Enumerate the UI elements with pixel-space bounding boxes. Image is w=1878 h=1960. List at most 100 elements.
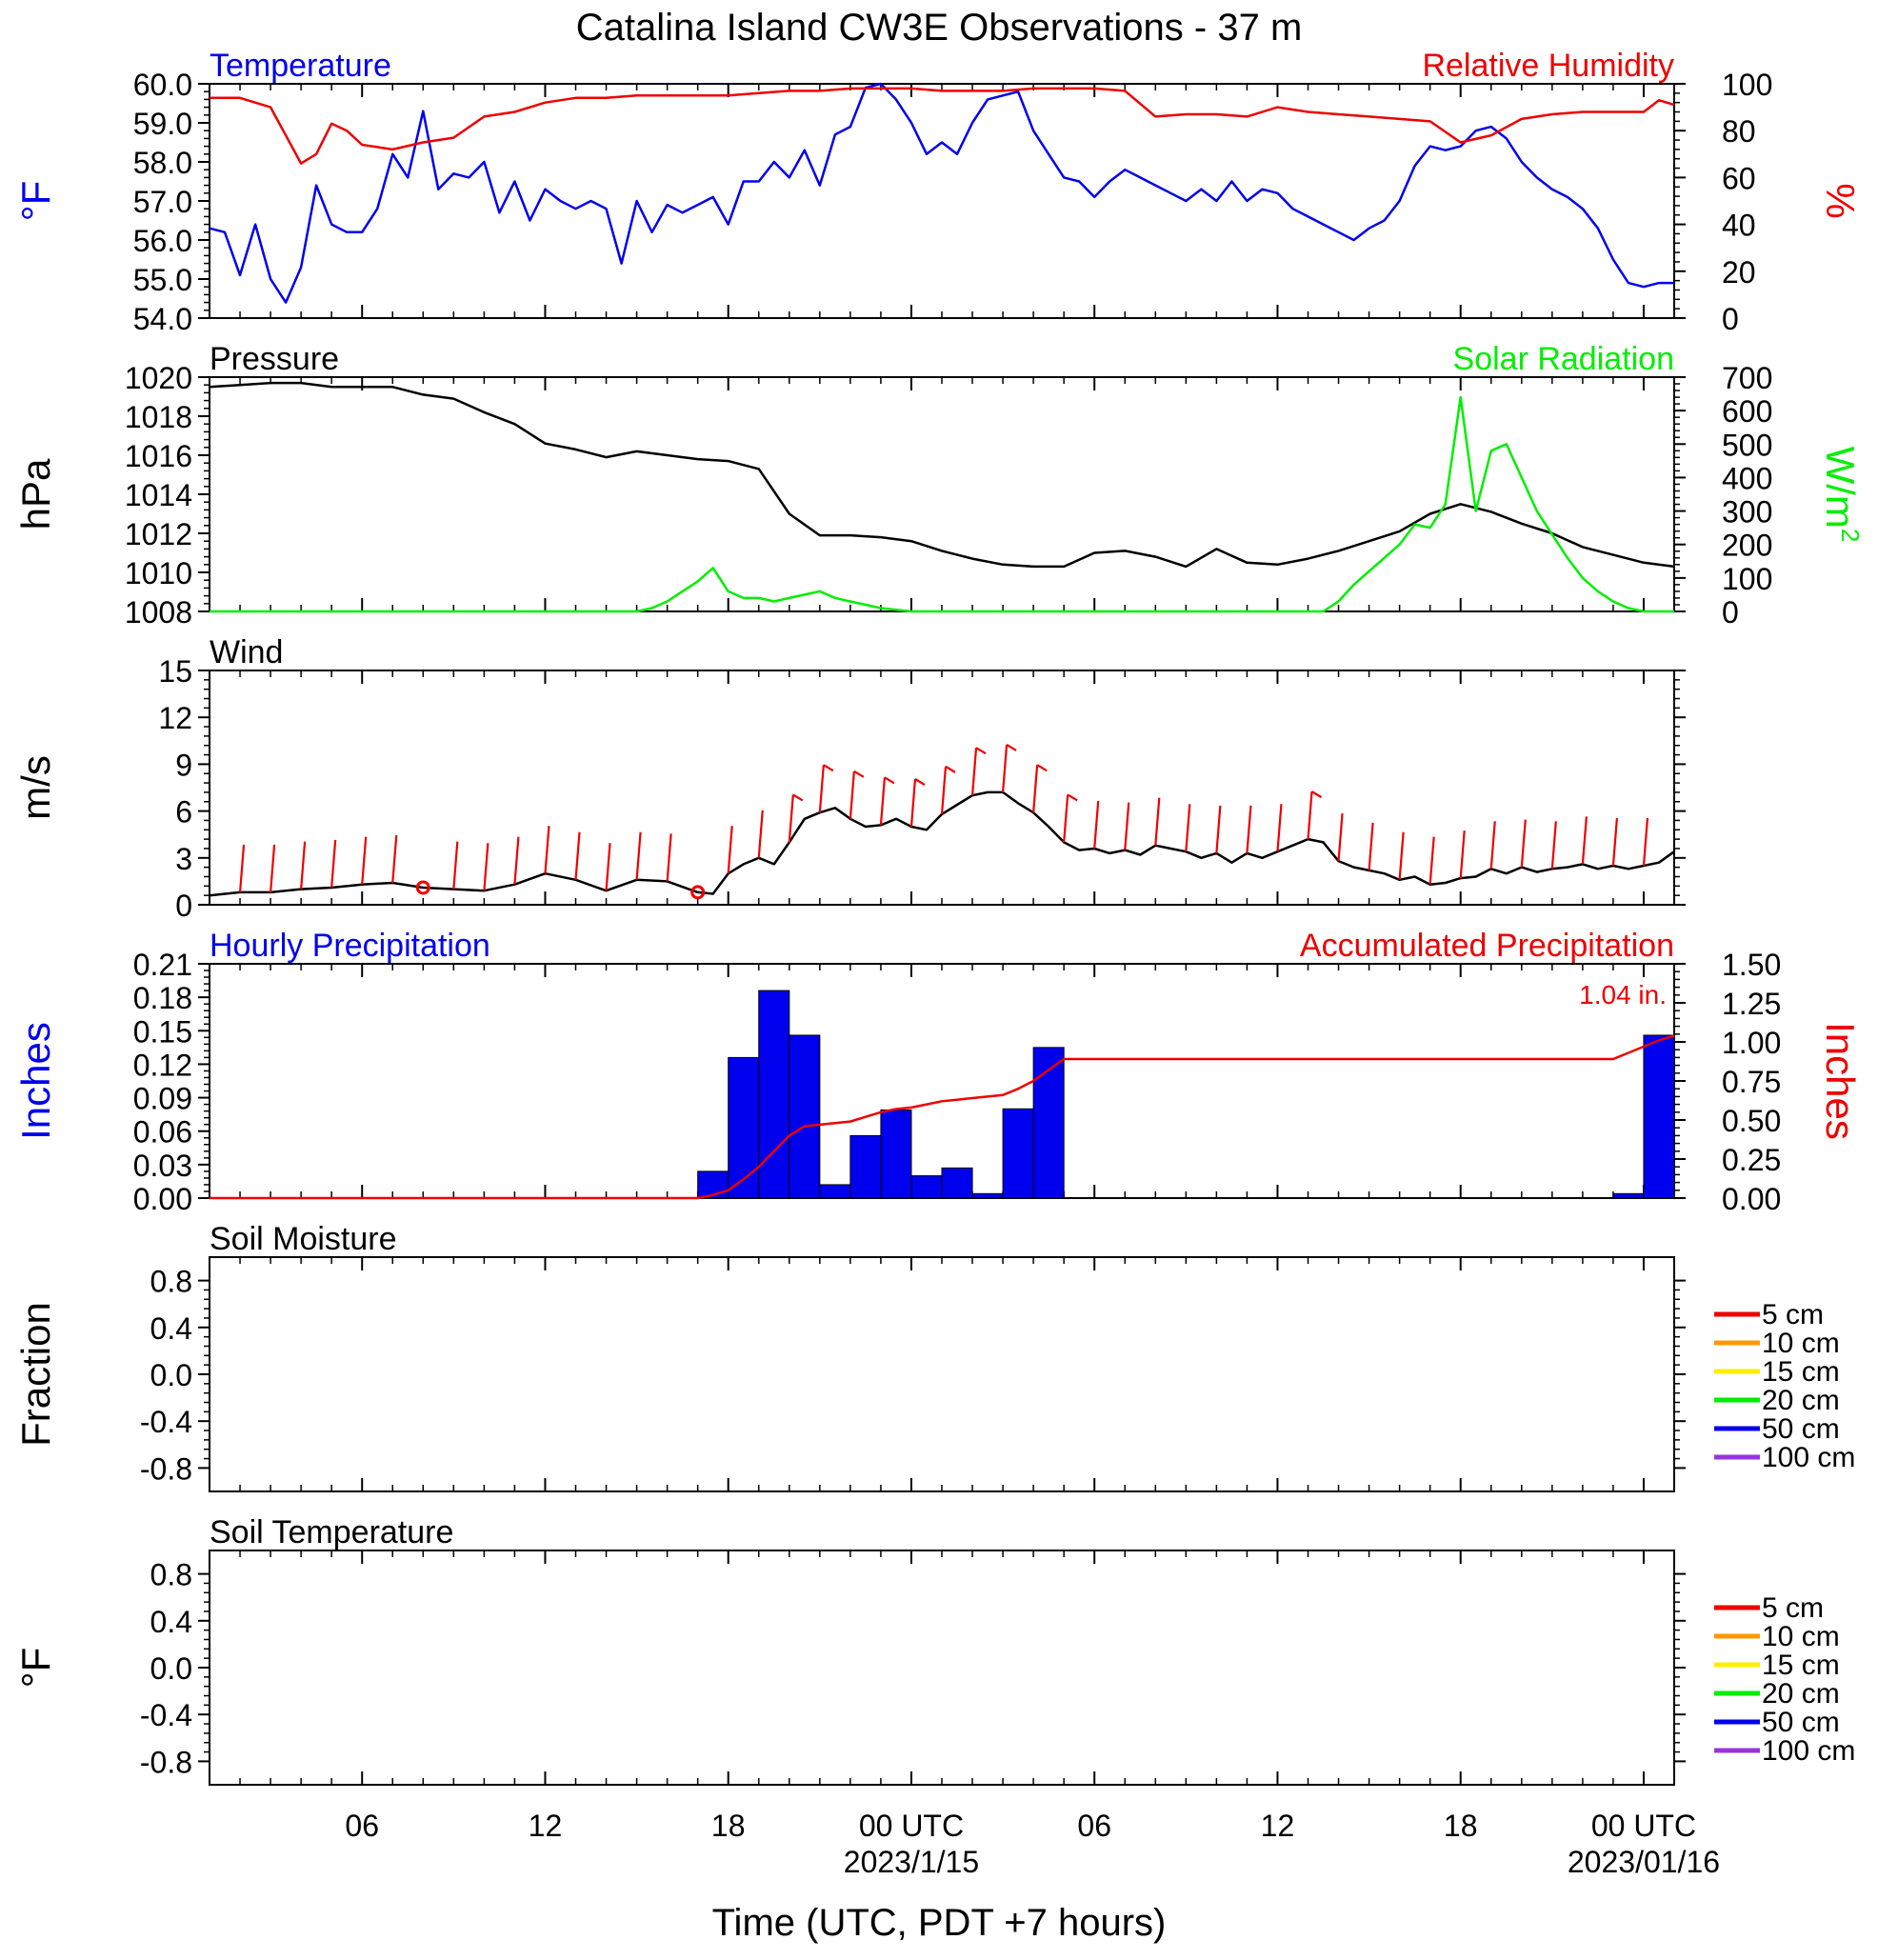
y-axis-label-left: °F — [13, 181, 58, 221]
wind-barb-flag — [975, 747, 987, 755]
y-left-tick-label: -0.8 — [140, 1451, 192, 1486]
legend-label: 10 cm — [1762, 1621, 1840, 1652]
legend-label: 15 cm — [1762, 1650, 1840, 1681]
wind-barb — [666, 833, 672, 882]
panel-wind: Wind 0 3 6 9 12 15 m/s — [13, 634, 1686, 923]
wind-barb — [483, 843, 489, 891]
x-tick-date-label: 2023/01/16 — [1568, 1845, 1720, 1879]
precip-bar — [1612, 1192, 1645, 1199]
y-left-tick-label: 12 — [158, 701, 192, 735]
y-right-tick-label: 0.50 — [1722, 1104, 1781, 1138]
legend-label: 15 cm — [1762, 1356, 1840, 1388]
calm-wind-marker — [690, 885, 706, 900]
wind-barb — [849, 770, 855, 819]
y-left-tick-label: 1018 — [125, 400, 192, 434]
panel-title-left: Wind — [210, 634, 283, 670]
y-left-tick-label: 0.06 — [133, 1115, 192, 1150]
y-left-tick-label: 0.8 — [150, 1265, 192, 1299]
legend-label: 10 cm — [1762, 1328, 1840, 1359]
series-line-1 — [210, 87, 1675, 165]
y-axis-label-right-sup: 2 — [1836, 529, 1865, 542]
y-axis-label-right: % — [1818, 183, 1863, 218]
precip-bar — [1032, 1047, 1065, 1199]
y-left-tick-label: 57.0 — [133, 185, 192, 219]
wind-barb — [1368, 822, 1374, 871]
wind-barb — [1398, 831, 1405, 880]
y-right-tick-label: 700 — [1722, 361, 1772, 395]
wind-barb — [1550, 821, 1557, 870]
y-left-tick-label: 0.12 — [133, 1048, 192, 1082]
y-right-tick-label: 60 — [1722, 161, 1756, 195]
wind-barb — [879, 777, 887, 826]
wind-barb — [513, 836, 520, 885]
legend-label: 5 cm — [1762, 1592, 1824, 1624]
y-left-tick-label: 0.0 — [150, 1651, 192, 1686]
y-left-tick-label: 1012 — [125, 517, 192, 551]
x-tick-date-label: 2023/1/15 — [844, 1845, 979, 1879]
x-tick-label: 00 UTC — [1591, 1809, 1696, 1843]
wind-barb — [1032, 765, 1039, 813]
y-left-tick-label: 0.21 — [133, 948, 192, 982]
precip-bar — [1643, 1034, 1675, 1199]
y-left-tick-label: 1010 — [125, 556, 192, 590]
wind-barb — [1581, 816, 1588, 865]
precip-bar — [849, 1134, 882, 1199]
x-tick-label: 06 — [345, 1809, 379, 1843]
wind-barb-flag — [914, 778, 926, 786]
panel-frame — [209, 670, 1675, 906]
x-tick-label: 12 — [529, 1809, 563, 1843]
panel-soil_moisture: Soil Moisture -0.8 -0.4 0.0 0.4 0.8 Fraction 5 … — [13, 1221, 1855, 1492]
y-left-tick-label: 0.00 — [133, 1182, 192, 1216]
panel-title-right: Relative Humidity — [1422, 48, 1674, 84]
y-right-tick-label: 1.50 — [1722, 948, 1781, 982]
wind-barb — [361, 836, 368, 885]
wind-barb — [1246, 805, 1252, 853]
wind-barb — [269, 844, 276, 892]
y-right-tick-label: 100 — [1722, 68, 1772, 102]
wind-barb — [1611, 817, 1619, 867]
y-right-tick-label: 0.00 — [1722, 1182, 1781, 1216]
y-left-tick-label: 60.0 — [133, 68, 192, 102]
y-right-tick-label: 80 — [1722, 114, 1756, 149]
y-left-tick-label: -0.4 — [140, 1698, 192, 1732]
wind-barb — [635, 831, 642, 880]
x-tick-label: 18 — [1444, 1809, 1478, 1843]
x-axis-label: Time (UTC, PDT +7 hours) — [712, 1902, 1167, 1944]
wind-barb — [238, 844, 246, 892]
y-axis-label-left: Fraction — [13, 1302, 58, 1447]
panel-title-right: Solar Radiation — [1453, 341, 1674, 377]
y-right-tick-label: 1.00 — [1722, 1026, 1781, 1060]
y-left-tick-label: -0.4 — [140, 1405, 192, 1439]
y-left-tick-label: 1008 — [125, 595, 192, 630]
wind-barb — [1276, 804, 1283, 852]
y-right-tick-label: 0.75 — [1722, 1065, 1781, 1099]
y-left-tick-label: 55.0 — [133, 263, 192, 297]
wind-barb-flag — [853, 770, 865, 778]
x-tick-label: 12 — [1261, 1809, 1295, 1843]
y-left-tick-label: 0.8 — [150, 1558, 192, 1592]
y-left-tick-label: 1020 — [125, 361, 192, 395]
wind-barb — [1520, 819, 1527, 868]
x-tick-label: 00 UTC — [859, 1809, 964, 1843]
calm-wind-marker — [415, 880, 430, 895]
y-axis-label-left: m/s — [13, 755, 58, 820]
precip-bar — [728, 1056, 760, 1199]
legend-label: 50 cm — [1762, 1413, 1840, 1445]
panel-frame — [209, 963, 1675, 1199]
wind-barb — [1428, 836, 1435, 885]
panel-title-left: Temperature — [210, 48, 391, 84]
y-right-tick-label: 40 — [1722, 209, 1756, 243]
wind-barb — [574, 831, 581, 880]
wind-barb — [727, 826, 733, 874]
panel-frame — [209, 1256, 1675, 1492]
wind-barb — [300, 841, 307, 890]
wind-barb — [1337, 812, 1344, 862]
panel-pressure_solar: Pressure Solar Radiation 1008 1010 1012 1014 1… — [13, 341, 1865, 630]
legend-label: 20 cm — [1762, 1385, 1840, 1416]
wind-barb — [788, 794, 794, 843]
legend-label: 100 cm — [1762, 1442, 1855, 1473]
wind-barb — [1185, 804, 1191, 852]
panel-frame — [209, 376, 1675, 612]
y-right-tick-label: 0 — [1722, 595, 1739, 630]
